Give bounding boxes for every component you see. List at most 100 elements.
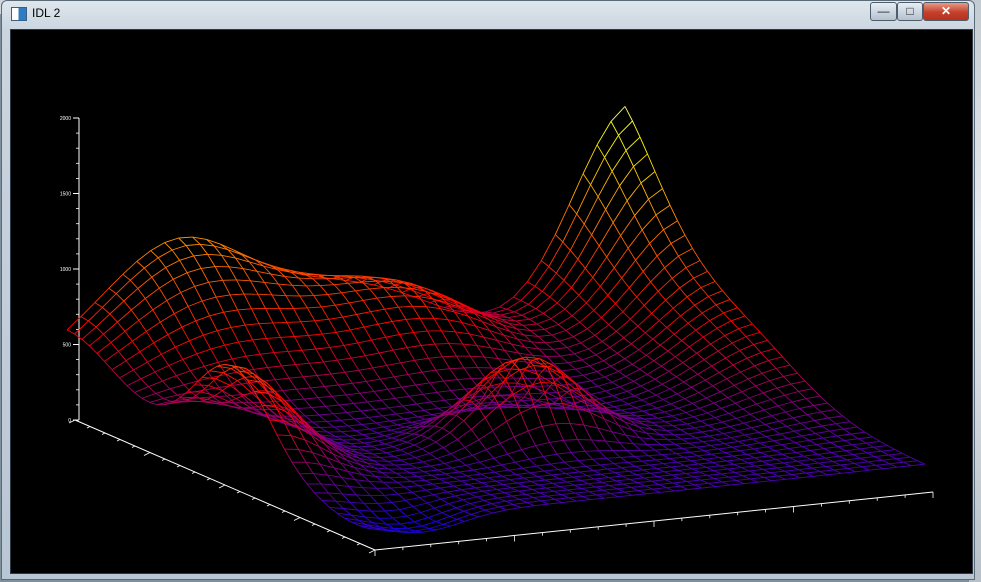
mesh-line (627, 403, 636, 409)
mesh-line (506, 507, 521, 511)
mesh-line (903, 460, 918, 463)
mesh-line (727, 391, 742, 399)
mesh-line (723, 312, 732, 322)
mesh-line (769, 464, 778, 469)
mesh-line (237, 380, 252, 393)
mesh-line (711, 365, 720, 373)
mesh-line (654, 371, 670, 380)
mesh-line (796, 451, 804, 457)
mesh-line (328, 319, 337, 333)
mesh-line (555, 250, 571, 274)
mesh-line (540, 500, 549, 505)
mesh-line (460, 307, 475, 315)
mesh-line (489, 485, 498, 490)
mesh-line (398, 491, 413, 495)
mesh-line (421, 521, 436, 527)
mesh-line (570, 287, 580, 296)
mesh-line (543, 453, 558, 457)
mesh-line (138, 309, 154, 321)
mesh-line (369, 426, 384, 430)
mesh-line (642, 467, 657, 471)
mesh-line (242, 268, 251, 282)
mesh-line (281, 364, 296, 367)
mesh-line (590, 184, 599, 198)
mesh-line (161, 346, 176, 355)
mesh-line (460, 480, 469, 485)
mesh-line (355, 479, 370, 482)
mesh-line (562, 384, 571, 392)
minimize-button[interactable]: — (870, 2, 897, 21)
mesh-line (422, 393, 431, 403)
mesh-line (411, 418, 426, 423)
mesh-line (446, 480, 461, 483)
mesh-line (560, 484, 575, 488)
mesh-line (415, 457, 424, 463)
mesh-line (247, 402, 256, 410)
mesh-line (523, 334, 539, 337)
mesh-line (683, 455, 698, 458)
mesh-line (416, 401, 431, 405)
mesh-line (595, 400, 604, 407)
mesh-line (387, 529, 402, 532)
mesh-line (669, 381, 685, 390)
close-button[interactable]: ✕ (923, 2, 969, 21)
mesh-line (188, 340, 198, 355)
mesh-line (88, 320, 97, 328)
mesh-line (588, 481, 603, 485)
mesh-line (787, 435, 802, 439)
mesh-line (488, 477, 497, 482)
mesh-line (338, 447, 353, 455)
mesh-line (691, 458, 706, 462)
mesh-line (709, 312, 724, 322)
mesh-line (467, 483, 476, 489)
mesh-line (673, 489, 688, 492)
mesh-line (398, 431, 406, 434)
mesh-line (441, 330, 456, 333)
mesh-line (504, 358, 519, 364)
mesh-line (377, 440, 386, 445)
title-bar[interactable]: IDL 2 — □ ✕ (2, 1, 974, 27)
mesh-line (199, 244, 208, 255)
mesh-line (736, 478, 751, 481)
mesh-line (549, 398, 558, 405)
mesh-line (411, 288, 420, 297)
mesh-line (157, 249, 173, 259)
mesh-line (660, 333, 675, 346)
mesh-line (578, 277, 594, 296)
mesh-line (586, 473, 602, 477)
mesh-line (349, 299, 364, 304)
mesh-line (681, 437, 696, 440)
mesh-line (453, 402, 469, 410)
maximize-button[interactable]: □ (897, 2, 923, 21)
plot-canvas[interactable]: 0 500 1000 1500 2000 (10, 29, 973, 574)
mesh-line (303, 423, 312, 436)
mesh-line (630, 485, 646, 488)
mesh-line (515, 318, 530, 322)
mesh-line (382, 413, 397, 417)
mesh-line (498, 394, 514, 406)
mesh-line (418, 418, 433, 424)
mesh-line (760, 348, 776, 354)
mesh-line (821, 425, 830, 432)
mesh-line (641, 399, 650, 405)
mesh-line (556, 453, 565, 463)
mesh-line (412, 489, 427, 493)
mesh-line (438, 295, 448, 304)
mesh-line (380, 464, 389, 470)
mesh-line (669, 456, 684, 460)
mesh-line (533, 365, 542, 383)
mesh-line (826, 466, 834, 471)
mesh-line (605, 440, 620, 443)
mesh-line (180, 292, 189, 307)
mesh-line (617, 343, 632, 354)
mesh-line (485, 311, 494, 314)
mesh-line (613, 406, 622, 411)
mesh-line (348, 486, 357, 496)
mesh-line (229, 294, 239, 311)
mesh-line (299, 295, 308, 309)
mesh-line (215, 372, 224, 380)
mesh-line (756, 403, 765, 411)
mesh-line (697, 453, 712, 457)
z-tick-label: 500 (63, 343, 72, 349)
